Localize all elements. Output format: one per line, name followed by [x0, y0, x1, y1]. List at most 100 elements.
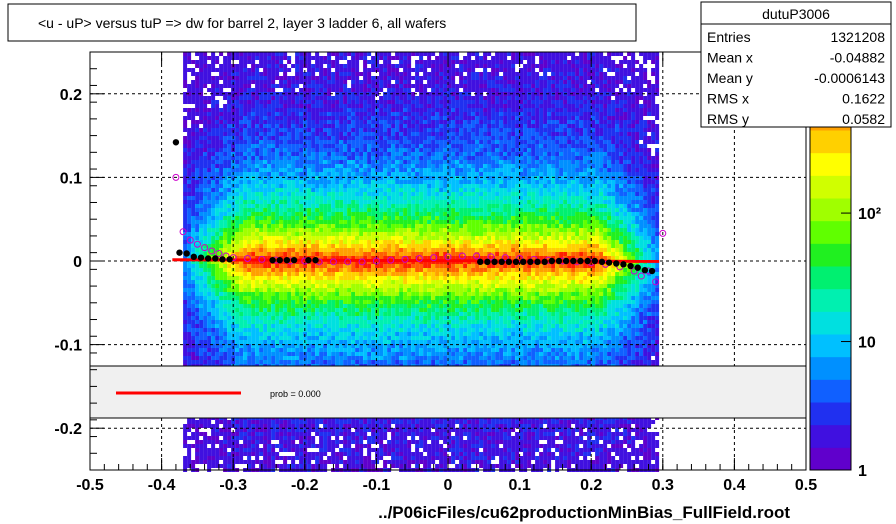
open-profile-point: [222, 252, 230, 260]
fit-legend: prob = 0.000: [89, 365, 807, 419]
open-profile-point: [387, 256, 395, 264]
profile-point: [505, 258, 513, 266]
stats-label: Mean y: [707, 70, 753, 86]
profile-point: [204, 255, 212, 262]
profile-point: [541, 258, 548, 266]
y-tick-label: 0.1: [60, 170, 82, 187]
profile-point: [212, 255, 219, 262]
stats-value: 1321208: [830, 29, 885, 45]
profile-point: [577, 257, 584, 265]
colorbar-swatch: [810, 130, 851, 154]
colorbar-swatch: [810, 288, 851, 312]
profile-point: [219, 256, 226, 263]
profile-point: [605, 259, 613, 266]
profile-point: [176, 249, 183, 256]
stats-value: 0.1622: [842, 91, 885, 107]
y-tick-label: 0.2: [60, 87, 82, 104]
open-profile-point: [179, 228, 187, 236]
profile-point: [305, 256, 312, 264]
open-profile-point: [415, 254, 423, 262]
colorbar-swatch: [810, 334, 851, 358]
profile-point: [269, 256, 276, 264]
title-box: <u - uP> versus tuP => dw for barrel 2, …: [7, 3, 637, 42]
stats-label: RMS y: [707, 111, 749, 127]
colorbar-tick-label: 10²: [858, 206, 881, 223]
open-profile-point: [473, 252, 481, 260]
x-tick-label: -0.5: [76, 477, 104, 494]
open-profile-point: [372, 257, 380, 265]
colorbar-swatch: [810, 243, 851, 267]
open-profile-point: [630, 267, 638, 275]
open-profile-point: [458, 252, 466, 260]
chart-title: <u - uP> versus tuP => dw for barrel 2, …: [38, 15, 446, 31]
colorbar-swatch: [810, 220, 851, 244]
open-profile-point: [329, 258, 337, 266]
profile-point: [312, 256, 319, 264]
open-profile-point: [201, 244, 209, 252]
colorbar-swatch: [810, 424, 851, 448]
profile-point: [197, 254, 205, 261]
profile-point: [641, 266, 649, 274]
x-tick-label: 0.4: [723, 477, 745, 494]
open-profile-point: [637, 272, 645, 280]
colorbar-swatch: [810, 356, 851, 380]
stats-box: dutuP3006 Entries 1321208 Mean x -0.04882 Me…: [700, 1, 892, 128]
profile-point: [534, 258, 541, 266]
profile-point: [484, 258, 491, 266]
stats-name: dutuP3006: [762, 6, 830, 22]
profile-point: [620, 261, 627, 268]
open-profile-point: [652, 278, 660, 286]
colorbar: 11010²10³: [809, 61, 881, 480]
profile-point: [172, 139, 180, 146]
profile-point: [276, 256, 283, 264]
profile-point: [498, 258, 505, 266]
stats-value: 0.0582: [842, 111, 885, 127]
profile-point: [519, 258, 527, 266]
profile-point: [570, 257, 577, 265]
y-tick-label: -0.1: [54, 338, 82, 355]
profile-point: [584, 257, 591, 265]
profile-point: [290, 256, 298, 264]
x-tick-label: -0.3: [219, 477, 247, 494]
x-tick-label: 0.5: [795, 477, 817, 494]
profile-point: [627, 262, 634, 270]
profile-point: [512, 258, 520, 266]
y-tick-label: 0: [73, 254, 82, 271]
open-profile-point: [215, 249, 223, 257]
colorbar-swatch: [810, 379, 851, 403]
x-tick-label: -0.4: [148, 477, 176, 494]
x-tick-label: 0.2: [580, 477, 602, 494]
colorbar-swatch: [810, 311, 851, 335]
fit-legend-label: prob = 0.000: [270, 389, 321, 399]
profile-point: [598, 258, 606, 266]
x-tick-label: -0.2: [291, 477, 319, 494]
file-path-footer: ../P06icFiles/cu62productionMinBias_Full…: [378, 503, 790, 522]
colorbar-swatch: [810, 152, 851, 176]
profile-point: [527, 258, 534, 266]
colorbar-swatch: [810, 447, 851, 471]
open-profile-point: [487, 253, 495, 261]
profile-points-layer: [172, 139, 667, 286]
colorbar-swatch: [810, 198, 851, 222]
open-profile-point: [208, 247, 216, 255]
colorbar-tick-label: 10: [858, 335, 876, 352]
profile-point: [562, 257, 570, 265]
stats-value: -0.04882: [830, 50, 885, 66]
open-profile-point: [244, 254, 252, 262]
stats-value: -0.0006143: [814, 70, 885, 86]
profile-point: [491, 258, 498, 266]
open-profile-point: [358, 258, 366, 266]
x-tick-label: 0.3: [652, 477, 674, 494]
y-tick-label: -0.2: [54, 421, 82, 438]
open-profile-point: [172, 173, 180, 181]
profile-point: [634, 264, 641, 271]
x-tick-label: 0: [444, 477, 453, 494]
profile-point: [190, 253, 198, 261]
profile-point: [555, 257, 563, 265]
open-profile-point: [516, 254, 524, 262]
colorbar-swatch: [810, 175, 851, 199]
profile-point: [648, 267, 656, 275]
x-tick-label: -0.1: [363, 477, 391, 494]
stats-label: Entries: [707, 29, 751, 45]
